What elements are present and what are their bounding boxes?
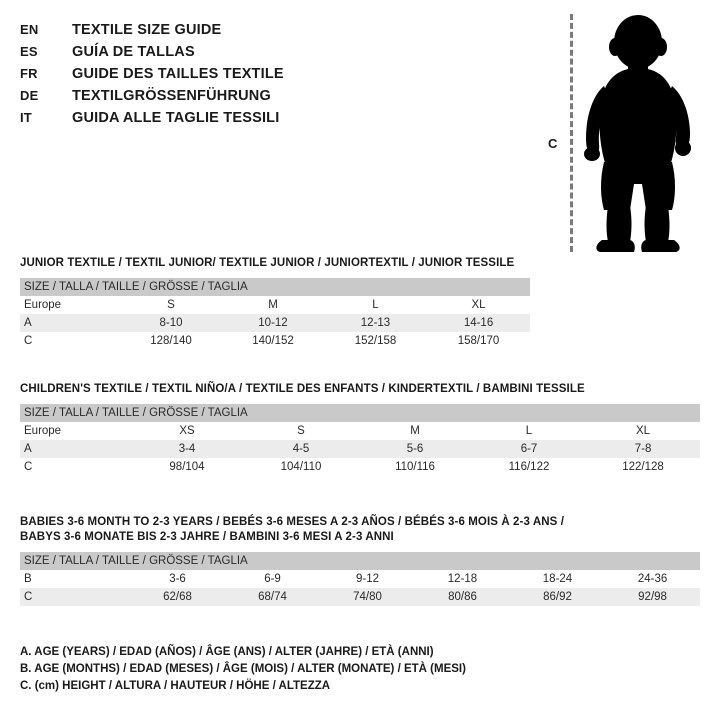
row-label: C [20, 332, 120, 350]
table-cell: 18-24 [510, 570, 605, 588]
language-title-block: EN TEXTILE SIZE GUIDE ES GUÍA DE TALLAS … [20, 22, 500, 132]
section-junior: JUNIOR TEXTILE / TEXTIL JUNIOR/ TEXTILE … [20, 256, 531, 350]
language-code-en: EN [20, 22, 39, 37]
table-row: C 128/140 140/152 152/158 158/170 [20, 332, 531, 350]
legend-block: A. AGE (YEARS) / EDAD (AÑOS) / ÂGE (ANS)… [20, 644, 466, 695]
table-cell: L [472, 422, 586, 440]
table-cell: 6-7 [472, 440, 586, 458]
table-cell: 68/74 [225, 588, 320, 606]
table-cell: XL [586, 422, 701, 440]
table-cell: M [358, 422, 472, 440]
legend-line-a: A. AGE (YEARS) / EDAD (AÑOS) / ÂGE (ANS)… [20, 646, 434, 658]
language-code-de: DE [20, 88, 39, 103]
table-row: B 3-6 6-9 9-12 12-18 18-24 24-36 [20, 570, 701, 588]
table-row: Europe S M L XL [20, 296, 531, 314]
section-title-junior: JUNIOR TEXTILE / TEXTIL JUNIOR/ TEXTILE … [20, 257, 515, 269]
table-cell: S [120, 296, 222, 314]
table-junior: SIZE / TALLA / TAILLE / GRÖSSE / TAGLIA … [20, 278, 531, 350]
section-title-children: CHILDREN'S TEXTILE / TEXTIL NIÑO/A / TEX… [20, 383, 585, 395]
language-row-de: DE TEXTILGRÖSSENFÜHRUNG [20, 88, 500, 110]
band-label-babies: SIZE / TALLA / TAILLE / GRÖSSE / TAGLIA [20, 552, 701, 570]
row-label: A [20, 314, 120, 332]
table-row: Europe XS S M L XL [20, 422, 701, 440]
language-code-it: IT [20, 110, 32, 125]
section-children: CHILDREN'S TEXTILE / TEXTIL NIÑO/A / TEX… [20, 382, 701, 476]
table-cell: 24-36 [605, 570, 701, 588]
table-cell: M [222, 296, 324, 314]
table-row: C 62/68 68/74 74/80 80/86 86/92 92/98 [20, 588, 701, 606]
language-code-es: ES [20, 44, 38, 59]
section-title-babies-line1: BABIES 3-6 MONTH TO 2-3 YEARS / BEBÉS 3-… [20, 516, 564, 528]
table-cell: 122/128 [586, 458, 701, 476]
table-cell: XL [427, 296, 531, 314]
row-label: Europe [20, 296, 120, 314]
language-title-es: GUÍA DE TALLAS [72, 44, 195, 60]
table-row-band: SIZE / TALLA / TAILLE / GRÖSSE / TAGLIA [20, 552, 701, 570]
table-cell: 8-10 [120, 314, 222, 332]
toddler-silhouette-icon [584, 15, 691, 252]
table-cell: 128/140 [120, 332, 222, 350]
language-title-de: TEXTILGRÖSSENFÜHRUNG [72, 88, 271, 104]
table-cell: 14-16 [427, 314, 531, 332]
table-cell: 74/80 [320, 588, 415, 606]
table-cell: 10-12 [222, 314, 324, 332]
table-cell: 62/68 [130, 588, 225, 606]
table-cell: 110/116 [358, 458, 472, 476]
table-cell: 104/110 [244, 458, 358, 476]
band-label-children: SIZE / TALLA / TAILLE / GRÖSSE / TAGLIA [20, 404, 701, 422]
section-babies: BABIES 3-6 MONTH TO 2-3 YEARS / BEBÉS 3-… [20, 515, 701, 606]
height-measure-line-icon [570, 14, 573, 252]
height-measure-label: C [548, 136, 558, 151]
row-label: B [20, 570, 130, 588]
language-row-it: IT GUIDA ALLE TAGLIE TESSILI [20, 110, 500, 132]
language-code-fr: FR [20, 66, 38, 81]
language-row-es: ES GUÍA DE TALLAS [20, 44, 500, 66]
table-cell: 140/152 [222, 332, 324, 350]
table-cell: 116/122 [472, 458, 586, 476]
table-cell: 9-12 [320, 570, 415, 588]
table-cell: 4-5 [244, 440, 358, 458]
language-title-en: TEXTILE SIZE GUIDE [72, 22, 222, 38]
row-label: C [20, 588, 130, 606]
table-row-band: SIZE / TALLA / TAILLE / GRÖSSE / TAGLIA [20, 404, 701, 422]
table-row: A 3-4 4-5 5-6 6-7 7-8 [20, 440, 701, 458]
table-cell: 12-13 [324, 314, 427, 332]
table-cell: 12-18 [415, 570, 510, 588]
table-row: C 98/104 104/110 110/116 116/122 122/128 [20, 458, 701, 476]
table-cell: 5-6 [358, 440, 472, 458]
language-row-en: EN TEXTILE SIZE GUIDE [20, 22, 500, 44]
table-row: A 8-10 10-12 12-13 14-16 [20, 314, 531, 332]
table-row-band: SIZE / TALLA / TAILLE / GRÖSSE / TAGLIA [20, 278, 531, 296]
row-label: Europe [20, 422, 130, 440]
table-cell: 3-4 [130, 440, 244, 458]
table-cell: 7-8 [586, 440, 701, 458]
table-cell: 158/170 [427, 332, 531, 350]
table-cell: 6-9 [225, 570, 320, 588]
row-label: C [20, 458, 130, 476]
table-cell: S [244, 422, 358, 440]
section-title-babies-line2: BABYS 3-6 MONATE BIS 2-3 JAHRE / BAMBINI… [20, 531, 394, 543]
table-cell: 152/158 [324, 332, 427, 350]
language-title-it: GUIDA ALLE TAGLIE TESSILI [72, 110, 280, 126]
table-children: SIZE / TALLA / TAILLE / GRÖSSE / TAGLIA … [20, 404, 701, 476]
table-cell: 86/92 [510, 588, 605, 606]
band-label-junior: SIZE / TALLA / TAILLE / GRÖSSE / TAGLIA [20, 278, 531, 296]
language-row-fr: FR GUIDE DES TAILLES TEXTILE [20, 66, 500, 88]
row-label: A [20, 440, 130, 458]
table-cell: 98/104 [130, 458, 244, 476]
table-cell: L [324, 296, 427, 314]
table-cell: 92/98 [605, 588, 701, 606]
height-figure: C [530, 8, 712, 256]
legend-line-b: B. AGE (MONTHS) / EDAD (MESES) / ÂGE (MO… [20, 663, 466, 675]
table-babies: SIZE / TALLA / TAILLE / GRÖSSE / TAGLIA … [20, 552, 701, 606]
legend-line-c: C. (cm) HEIGHT / ALTURA / HAUTEUR / HÖHE… [20, 680, 331, 692]
table-cell: 3-6 [130, 570, 225, 588]
table-cell: XS [130, 422, 244, 440]
table-cell: 80/86 [415, 588, 510, 606]
language-title-fr: GUIDE DES TAILLES TEXTILE [72, 66, 284, 82]
